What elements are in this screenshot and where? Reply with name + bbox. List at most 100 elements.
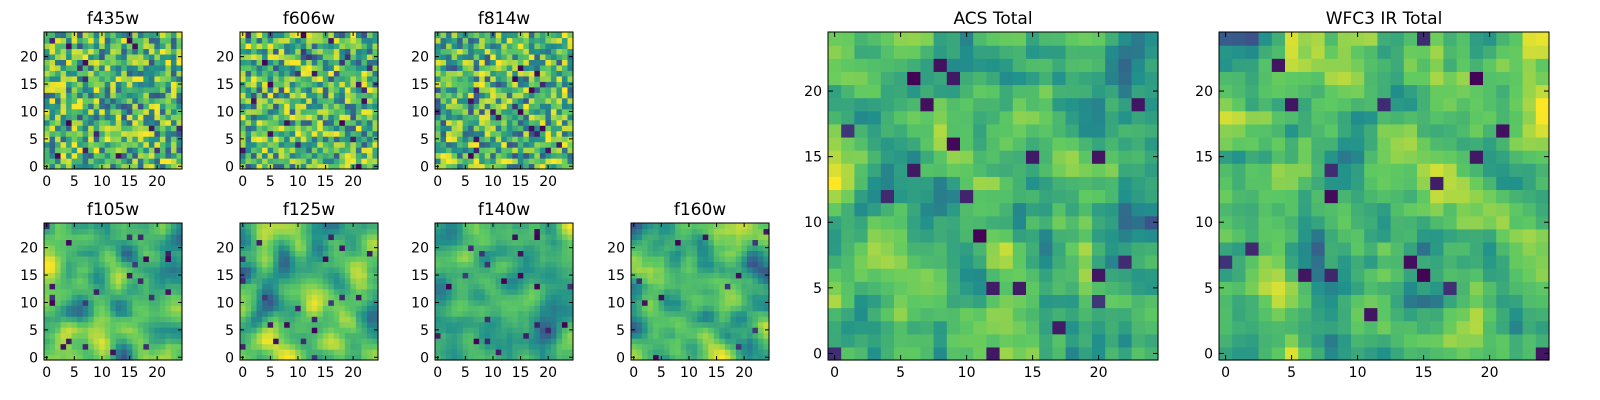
heatmap-cell: [170, 53, 178, 60]
heatmap-cell: [763, 250, 770, 257]
heatmap-cell: [550, 59, 558, 66]
heatmap-cell: [148, 64, 155, 71]
heatmap-cell: [490, 233, 497, 241]
heatmap-cell: [44, 332, 51, 339]
heatmap-cell: [495, 316, 502, 323]
heatmap-cell: [506, 255, 513, 262]
heatmap-cell: [440, 277, 447, 284]
heatmap-cell: [636, 327, 643, 334]
heatmap-cell: [468, 228, 475, 235]
heatmap-cell: [77, 48, 84, 55]
heatmap-cell: [512, 152, 519, 159]
heatmap-cell: [473, 261, 480, 268]
heatmap-cell: [295, 244, 302, 251]
heatmap-cell: [121, 283, 128, 290]
heatmap-cell: [457, 305, 464, 312]
heatmap-cell: [534, 75, 541, 82]
heatmap-cell: [328, 97, 335, 104]
heatmap-cell: [506, 92, 513, 99]
heatmap-cell: [295, 332, 302, 339]
heatmap-cell: [99, 338, 106, 345]
heatmap-cell: [708, 272, 715, 279]
heatmap-cell: [490, 250, 497, 257]
heatmap-cell: [82, 294, 89, 301]
heatmap-cell: [462, 42, 469, 50]
heatmap-cell: [267, 321, 274, 328]
heatmap-cell: [132, 125, 139, 132]
heatmap-cell: [267, 152, 274, 159]
heatmap-cell: [143, 244, 150, 251]
heatmap-cell: [82, 305, 89, 312]
heatmap-cell: [132, 163, 139, 170]
heatmap-cell: [550, 32, 558, 39]
heatmap-cell: [534, 147, 541, 154]
heatmap-cell: [973, 163, 987, 177]
heatmap-cell: [550, 130, 558, 137]
heatmap-cell: [636, 283, 643, 290]
heatmap-cell: [104, 283, 111, 290]
heatmap-cell: [55, 228, 62, 235]
heatmap-cell: [137, 283, 144, 290]
heatmap-cell: [669, 338, 676, 345]
heatmap-cell: [462, 283, 469, 290]
heatmap-cell: [289, 255, 296, 262]
heatmap-cell: [517, 255, 524, 262]
heatmap-cell: [691, 310, 698, 317]
heatmap-cell: [115, 266, 122, 273]
heatmap-cell: [440, 70, 447, 77]
heatmap-cell: [1012, 333, 1027, 348]
heatmap-cell: [44, 316, 51, 323]
heatmap-cell: [741, 228, 748, 235]
heatmap-cell: [77, 103, 84, 110]
heatmap-cell: [490, 349, 497, 356]
heatmap-cell: [556, 114, 563, 121]
heatmap-cell: [333, 163, 340, 170]
heatmap-cell: [746, 223, 754, 230]
heatmap-cell: [556, 338, 563, 345]
heatmap-cell: [170, 244, 178, 251]
heatmap-cell: [240, 288, 247, 295]
heatmap-cell: [355, 64, 363, 71]
heatmap-cell: [176, 141, 183, 148]
heatmap-cell: [451, 354, 458, 361]
heatmap-cell: [143, 163, 150, 170]
chart-title: f606w: [283, 9, 335, 29]
heatmap-cell: [317, 92, 324, 99]
heatmap-cell: [506, 343, 513, 350]
heatmap-cell: [77, 244, 84, 251]
heatmap-cell: [468, 299, 475, 306]
heatmap-cell: [680, 255, 687, 262]
heatmap-cell: [289, 64, 296, 71]
heatmap-cell: [517, 233, 524, 241]
heatmap-cell: [60, 108, 67, 115]
heatmap-cell: [708, 239, 715, 246]
heatmap-cell: [350, 86, 357, 93]
heatmap-cell: [284, 119, 291, 126]
heatmap-cell: [104, 310, 111, 317]
heatmap-cell: [556, 283, 563, 290]
heatmap-cell: [245, 114, 252, 121]
heatmap-cell: [763, 223, 770, 230]
heatmap-cell: [479, 92, 486, 99]
heatmap-cell: [71, 130, 78, 137]
x-tick-label: 15: [512, 365, 530, 381]
heatmap-cell: [355, 250, 363, 257]
heatmap-cell: [170, 108, 178, 115]
heatmap-cell: [350, 97, 357, 104]
heatmap-cell: [240, 97, 247, 104]
heatmap-cell: [1052, 294, 1067, 309]
heatmap-cell: [534, 53, 541, 60]
heatmap-cell: [528, 136, 535, 143]
heatmap-cell: [289, 261, 296, 268]
heatmap-cell: [154, 338, 161, 345]
heatmap-cell: [159, 141, 167, 148]
heatmap-cell: [517, 141, 524, 148]
heatmap-cell: [284, 125, 291, 132]
x-tick-label: 5: [657, 365, 666, 381]
heatmap-cell: [702, 223, 709, 230]
heatmap-cell: [567, 250, 574, 257]
y-tick-label: 10: [607, 295, 625, 311]
heatmap-cell: [251, 152, 258, 159]
x-tick-label: 0: [629, 365, 638, 381]
heatmap-cell: [55, 141, 62, 148]
